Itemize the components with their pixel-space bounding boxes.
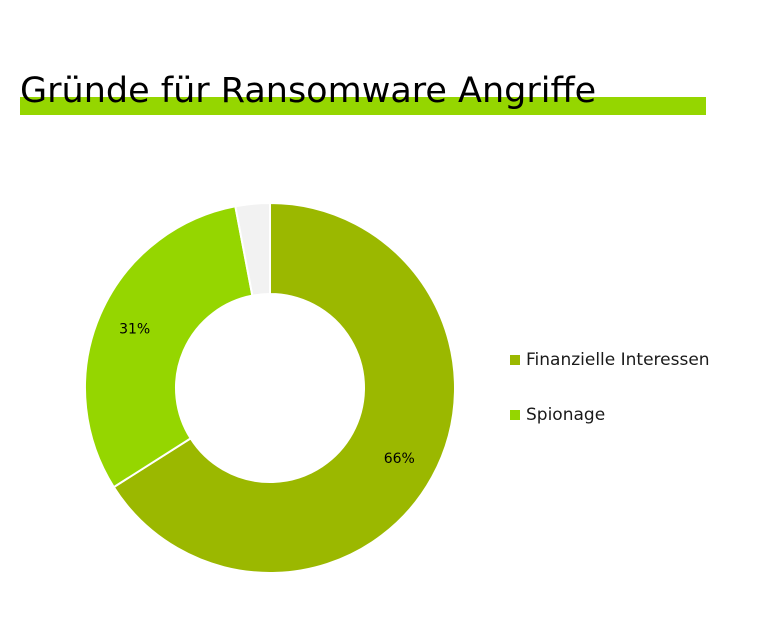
legend-item-0: Finanzielle Interessen: [510, 346, 710, 374]
legend-swatch: [510, 355, 520, 365]
donut-slice-2: [234, 201, 271, 297]
chart-legend: Finanzielle Interessen Spionage: [510, 346, 710, 456]
donut-slice-1: [84, 205, 254, 489]
page-title: Gründe für Ransomware Angriffe: [20, 71, 597, 111]
legend-swatch: [510, 410, 520, 420]
legend-label: Spionage: [526, 405, 606, 425]
legend-item-1: Spionage: [510, 401, 710, 429]
title-accent-bar: [20, 97, 706, 115]
slice-data-label-0: 66%: [384, 451, 415, 467]
legend-label: Finanzielle Interessen: [526, 350, 710, 370]
slice-data-label-1: 31%: [119, 321, 150, 337]
donut-slice-0: [112, 201, 456, 574]
